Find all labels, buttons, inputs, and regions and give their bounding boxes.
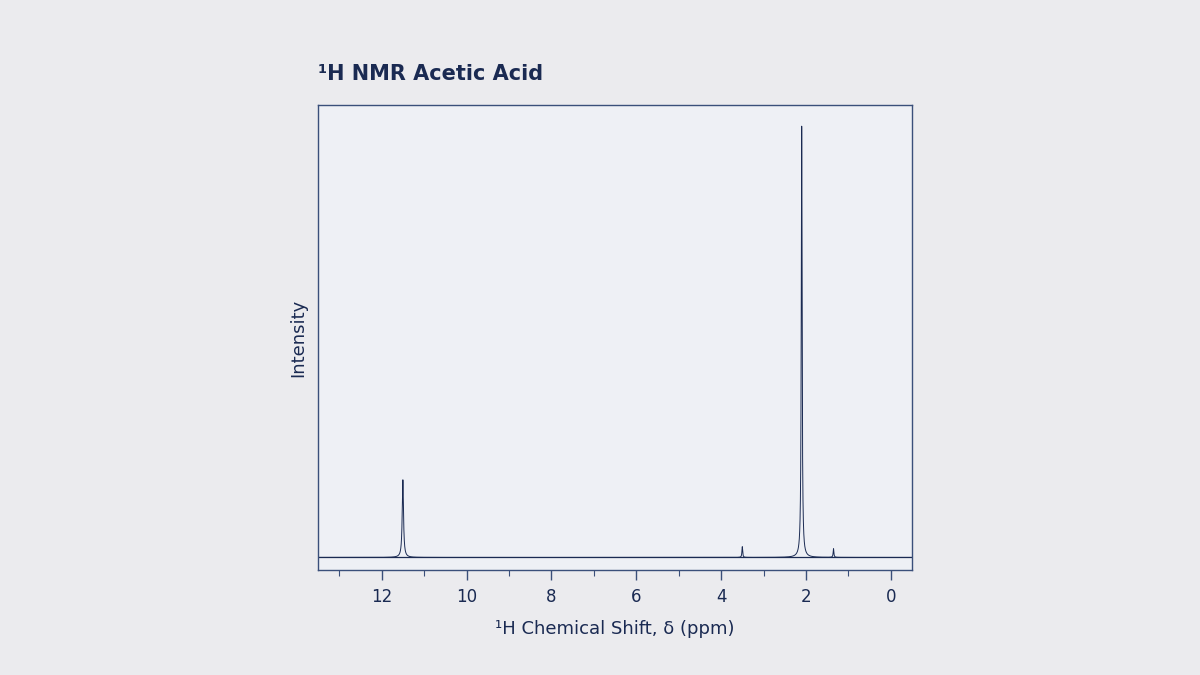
Text: ¹H NMR Acetic Acid: ¹H NMR Acetic Acid	[318, 64, 544, 84]
Y-axis label: Intensity: Intensity	[289, 298, 307, 377]
X-axis label: ¹H Chemical Shift, δ (ppm): ¹H Chemical Shift, δ (ppm)	[496, 620, 734, 639]
